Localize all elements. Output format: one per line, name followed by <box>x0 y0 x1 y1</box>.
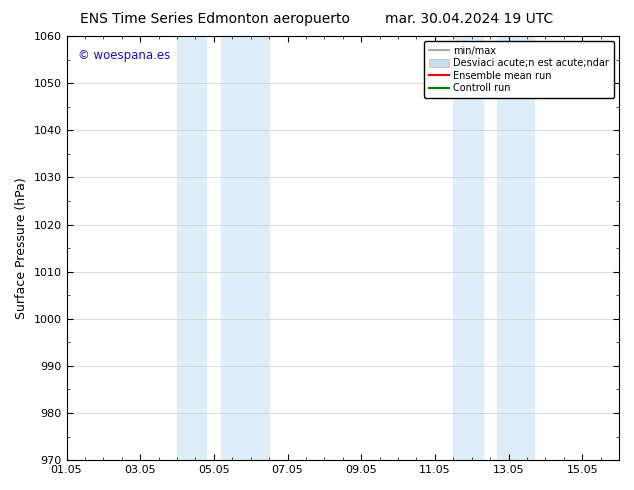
Text: © woespana.es: © woespana.es <box>77 49 170 62</box>
Bar <box>453 36 482 460</box>
Bar <box>498 36 534 460</box>
Legend: min/max, Desviaci acute;n est acute;ndar, Ensemble mean run, Controll run: min/max, Desviaci acute;n est acute;ndar… <box>424 41 614 98</box>
Bar <box>221 36 269 460</box>
Y-axis label: Surface Pressure (hPa): Surface Pressure (hPa) <box>15 177 28 319</box>
Bar <box>177 36 207 460</box>
Text: ENS Time Series Edmonton aeropuerto        mar. 30.04.2024 19 UTC: ENS Time Series Edmonton aeropuerto mar.… <box>81 12 553 26</box>
